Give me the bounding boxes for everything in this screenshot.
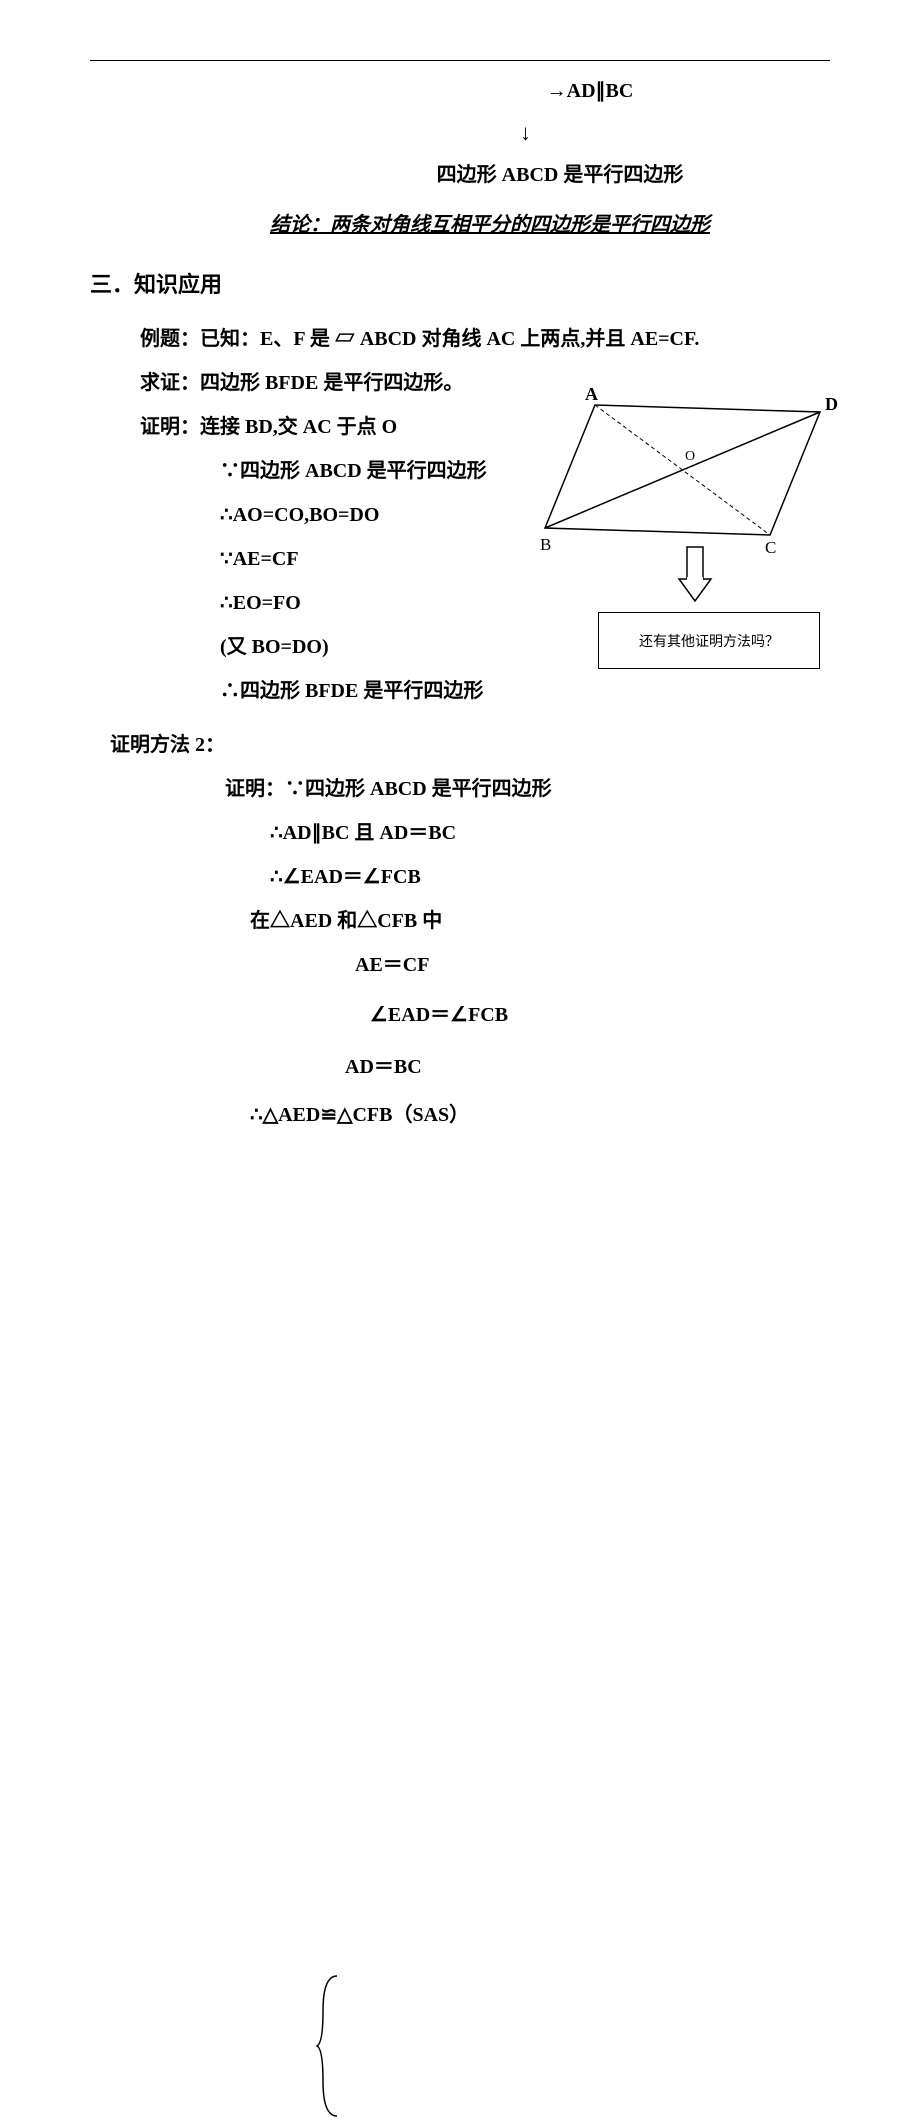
brace-1: AE＝CF bbox=[355, 943, 429, 987]
method2-title: 证明方法 2： bbox=[90, 723, 830, 767]
m2-l3: ∴∠EAD＝∠FCB bbox=[90, 855, 830, 899]
label-B: B bbox=[540, 535, 551, 554]
parallelogram-diagram: A D B C O bbox=[540, 380, 840, 565]
label-D: D bbox=[825, 394, 838, 414]
conclusion: 结论：两条对角线互相平分的四边形是平行四边形 bbox=[90, 203, 830, 247]
proof-step-6: ∴四边形 BFDE 是平行四边形 bbox=[90, 669, 830, 713]
parallelogram-svg: A D B C O bbox=[540, 380, 840, 560]
section-title: 三．知识应用 bbox=[90, 267, 830, 299]
m2-l1: 证明：∵四边形 ABCD 是平行四边形 bbox=[90, 767, 830, 811]
m2-l5: ∴△AED≌△CFB（SAS） bbox=[90, 1093, 830, 1137]
label-O: O bbox=[685, 449, 695, 464]
callout-box: 还有其他证明方法吗？ bbox=[598, 612, 820, 669]
label-C: C bbox=[765, 538, 776, 557]
brace-2: ∠EAD＝∠FCB bbox=[370, 993, 508, 1037]
example-given: 例题：已知：E、F 是 ▱ ABCD 对角线 AC 上两点,并且 AE=CF. bbox=[90, 317, 830, 361]
m2-l4: 在△AED 和△CFB 中 bbox=[90, 899, 830, 943]
callout-arrow-icon bbox=[675, 545, 715, 605]
top-line-1: →AD∥BC bbox=[90, 69, 830, 113]
top-arrow: ↓ bbox=[90, 113, 830, 153]
brace-icon bbox=[315, 1971, 345, 2121]
m2-l2: ∴AD∥BC 且 AD＝BC bbox=[90, 811, 830, 855]
top-line-3: 四边形 ABCD 是平行四边形 bbox=[90, 153, 830, 197]
label-A: A bbox=[585, 384, 598, 404]
callout-text: 还有其他证明方法吗？ bbox=[639, 631, 779, 651]
brace-3: AD＝BC bbox=[345, 1045, 422, 1089]
top-rule bbox=[90, 60, 830, 61]
